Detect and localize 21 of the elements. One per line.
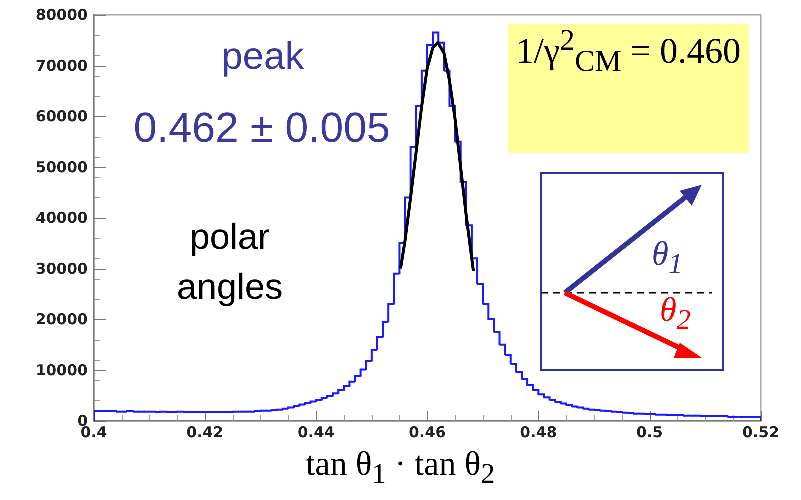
y-tick-label: 80000 xyxy=(36,6,88,24)
x-tick-label: 0.48 xyxy=(520,424,558,442)
y-tick-label: 10000 xyxy=(36,361,88,380)
annotation: peak xyxy=(220,36,306,79)
x-tick-label: 0.52 xyxy=(742,424,780,442)
y-tick-label: 60000 xyxy=(36,108,88,126)
x-tick-label: 0.44 xyxy=(298,424,335,442)
annotation: 1/γ$^{2}$$_{CM}$ = 0.460 xyxy=(508,24,749,153)
y-tick-label: 50000 xyxy=(36,158,88,176)
y-tick-label: 70000 xyxy=(36,56,88,75)
annotation: 0.462 ± 0.005 xyxy=(132,104,392,152)
annotation: θ$_{2}$ xyxy=(660,292,691,337)
x-axis-title: tan θ$_{1}$ · tan θ$_{2}$ xyxy=(304,446,496,491)
y-tick-label: 30000 xyxy=(36,260,88,278)
x-tick-label: 0.46 xyxy=(408,424,446,442)
x-tick-label: 0.42 xyxy=(186,424,224,442)
annotation: polar angles xyxy=(176,215,284,309)
y-tick-label: 40000 xyxy=(36,209,88,227)
x-tick-label: 0.5 xyxy=(636,424,664,442)
annotation: θ$_{1}$ xyxy=(652,236,683,281)
y-tick-label: 20000 xyxy=(36,310,88,328)
